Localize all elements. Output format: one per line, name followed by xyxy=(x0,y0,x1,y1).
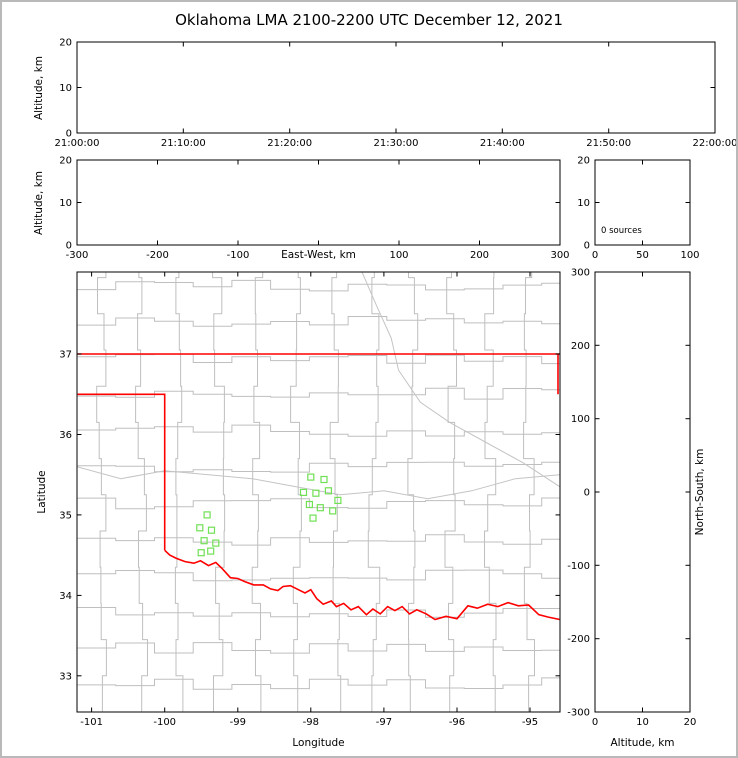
panel-frames xyxy=(76,41,716,713)
tick-label: 37 xyxy=(59,350,72,361)
lma-station-marker xyxy=(212,539,220,547)
tick-label: -97 xyxy=(376,717,392,728)
dynamic-plot-layers: 21:00:00 21:10:00 21:20:00 21:30:00 21:40:00… xyxy=(55,38,738,729)
tick-label: -200 xyxy=(567,634,590,645)
panel-p5-frame xyxy=(594,271,691,713)
tick-label: 0 xyxy=(66,241,72,252)
panel-map-frame xyxy=(76,271,561,713)
tick-label: 22:00:00 xyxy=(693,138,738,149)
tick-label: 100 xyxy=(571,414,590,425)
map-layers xyxy=(77,272,560,712)
tick-label: 20 xyxy=(684,717,697,728)
tick-label: 0 xyxy=(592,717,598,728)
tick-label: 100 xyxy=(389,250,408,261)
sources-count-annotation: 0 sources xyxy=(601,226,642,236)
lma-station-marker xyxy=(305,500,313,509)
tick-label: 21:40:00 xyxy=(480,138,525,149)
tick-label: 21:10:00 xyxy=(161,138,206,149)
lma-station-marker xyxy=(197,549,205,557)
lma-station-marker xyxy=(316,504,324,512)
tick-label: 33 xyxy=(59,671,72,682)
tick-label: 36 xyxy=(59,430,72,441)
axis-label-altitude-time-panel: Altitude, km xyxy=(33,56,45,120)
tick-label: 20 xyxy=(577,156,590,167)
lma-station-marker xyxy=(203,511,211,519)
tick-label: 0 xyxy=(66,129,72,140)
county-borders xyxy=(77,272,560,712)
tick-label: 0 xyxy=(592,250,598,261)
tick-label: 200 xyxy=(470,250,489,261)
tick-label: -99 xyxy=(230,717,246,728)
tick-label: -100 xyxy=(153,717,176,728)
tick-label: -300 xyxy=(66,250,89,261)
tick-label: 50 xyxy=(636,250,649,261)
axis-label-longitude: Longitude xyxy=(292,737,344,749)
axis-label-altitude-ns-panel: Altitude, km xyxy=(610,737,674,749)
lma-station-marker xyxy=(207,547,215,555)
tick-label: 21:00:00 xyxy=(55,138,100,149)
tick-label: 21:50:00 xyxy=(586,138,631,149)
plot-title: Oklahoma LMA 2100-2200 UTC December 12, … xyxy=(175,11,563,29)
tick-label: -100 xyxy=(227,250,250,261)
tick-label: 10 xyxy=(59,198,72,209)
lma-station-marker xyxy=(329,507,337,515)
tick-label: -98 xyxy=(303,717,319,728)
axis-label-latitude: Latitude xyxy=(36,470,48,513)
tick-label: 21:30:00 xyxy=(374,138,419,149)
tick-label: 10 xyxy=(577,198,590,209)
tick-label: 20 xyxy=(59,38,72,49)
tick-label: 0 xyxy=(584,241,590,252)
panel-p3-frame xyxy=(594,159,691,246)
tick-label: 21:20:00 xyxy=(267,138,312,149)
lma-stations xyxy=(196,473,342,557)
axis-label-north-south: North-South, km xyxy=(694,449,706,536)
lma-station-marker xyxy=(307,473,315,481)
tick-label: -101 xyxy=(80,717,103,728)
tick-label: -300 xyxy=(567,708,590,719)
tick-label: 34 xyxy=(59,591,72,602)
tick-label: 300 xyxy=(571,268,590,279)
panel-p2-frame xyxy=(76,159,561,246)
axis-label-east-west: East-West, km xyxy=(281,249,356,261)
tick-label: -95 xyxy=(522,717,538,728)
lma-station-marker xyxy=(299,488,308,496)
tick-label: -200 xyxy=(146,250,169,261)
state-border xyxy=(77,353,560,621)
river-line xyxy=(361,272,560,488)
axis-label-altitude-ew-panel: Altitude, km xyxy=(33,171,45,235)
lma-station-marker xyxy=(196,524,204,532)
lma-station-marker xyxy=(200,537,208,545)
red-river-border xyxy=(164,549,560,621)
tick-label: 0 xyxy=(584,488,590,499)
panel-p1-frame xyxy=(76,41,716,134)
lma-station-marker xyxy=(207,526,216,534)
tick-label: 10 xyxy=(636,717,649,728)
tick-label: -96 xyxy=(449,717,465,728)
lma-station-marker xyxy=(324,487,332,495)
tick-label: -100 xyxy=(567,561,590,572)
tick-label: 200 xyxy=(571,341,590,352)
tick-label: 20 xyxy=(59,156,72,167)
tick-label: 100 xyxy=(680,250,699,261)
tick-label: 35 xyxy=(59,510,72,521)
tick-label: 10 xyxy=(59,83,72,94)
tick-label: 300 xyxy=(550,250,569,261)
lma-station-marker xyxy=(309,514,317,522)
lma-station-marker xyxy=(334,496,342,504)
lma-station-marker xyxy=(312,489,320,497)
lma-station-marker xyxy=(320,475,328,484)
